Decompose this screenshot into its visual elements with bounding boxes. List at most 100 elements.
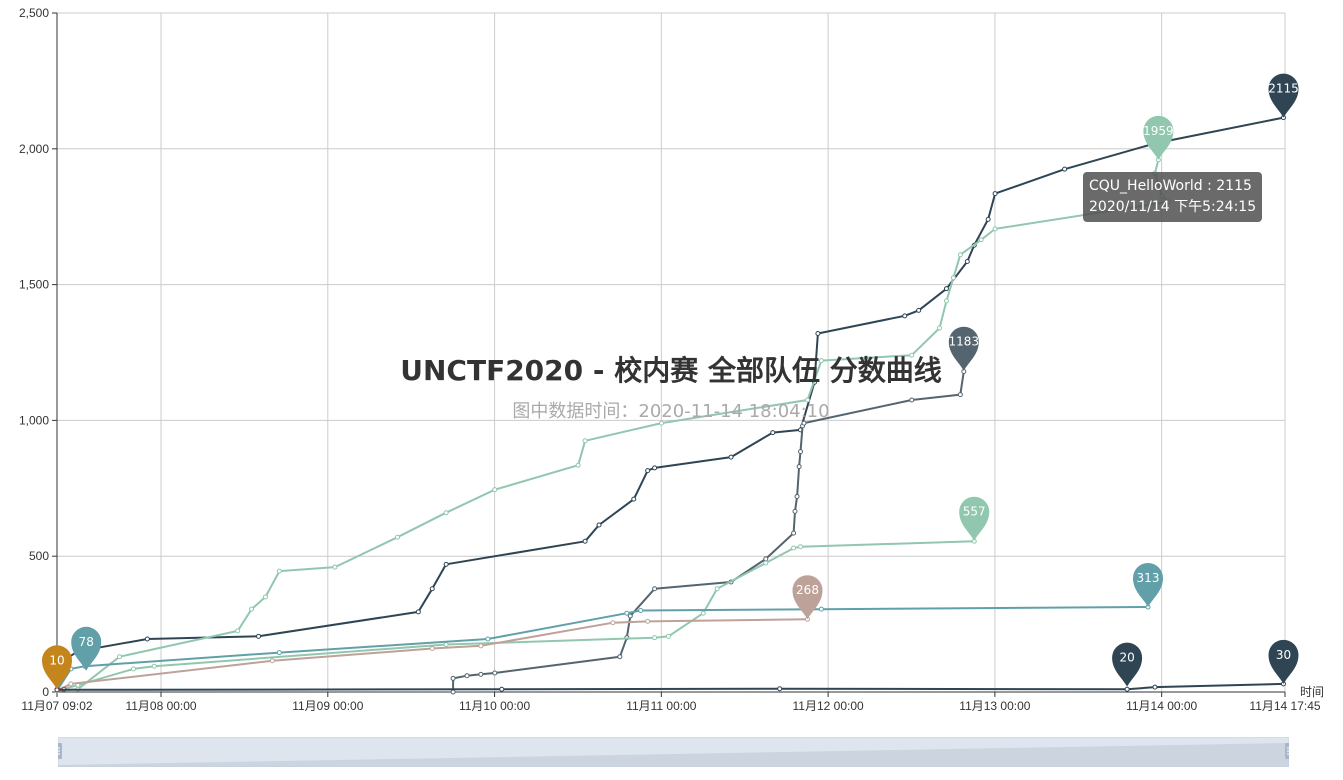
series-point[interactable] xyxy=(262,594,268,600)
series-point[interactable] xyxy=(429,586,435,592)
series-point[interactable] xyxy=(916,307,922,313)
series-point[interactable] xyxy=(332,564,338,570)
series-point[interactable] xyxy=(818,606,824,612)
series-point[interactable] xyxy=(714,586,720,592)
series-point[interactable] xyxy=(627,613,633,619)
series-point[interactable] xyxy=(492,670,498,676)
series-point[interactable] xyxy=(992,191,998,197)
series-point[interactable] xyxy=(777,686,783,692)
series-point[interactable] xyxy=(804,397,810,403)
series-point[interactable] xyxy=(450,675,456,681)
series-point[interactable] xyxy=(144,636,150,642)
series-point[interactable] xyxy=(256,633,262,639)
series-point[interactable] xyxy=(117,654,123,660)
series-point[interactable] xyxy=(415,609,421,615)
series-point[interactable] xyxy=(499,686,505,692)
score-pin[interactable]: 1959 xyxy=(1143,115,1174,160)
series-point[interactable] xyxy=(957,252,963,258)
series-point[interactable] xyxy=(394,534,400,540)
score-pin[interactable]: 1183 xyxy=(949,326,980,371)
series-point[interactable] xyxy=(801,420,807,426)
series-point[interactable] xyxy=(443,510,449,516)
pin-shape xyxy=(1268,73,1299,118)
series-point[interactable] xyxy=(610,620,616,626)
series-point[interactable] xyxy=(943,298,949,304)
series-point[interactable] xyxy=(700,610,706,616)
series-point[interactable] xyxy=(1124,686,1130,692)
score-pin[interactable]: 2115 xyxy=(1268,73,1299,118)
series-point[interactable] xyxy=(792,508,798,514)
series-point[interactable] xyxy=(665,633,671,639)
series-point[interactable] xyxy=(818,358,824,364)
series-point[interactable] xyxy=(492,487,498,493)
series-point[interactable] xyxy=(909,397,915,403)
datazoom-slider[interactable] xyxy=(58,737,1289,767)
series-point[interactable] xyxy=(937,325,943,331)
series-point[interactable] xyxy=(130,666,136,672)
series-point[interactable] xyxy=(978,237,984,243)
score-pin[interactable]: 20 xyxy=(1112,642,1143,687)
series-point[interactable] xyxy=(624,610,630,616)
series-point[interactable] xyxy=(596,522,602,528)
series-point[interactable] xyxy=(791,545,797,551)
series-point[interactable] xyxy=(645,468,651,474)
series-point[interactable] xyxy=(1152,684,1158,690)
pin-label: 1183 xyxy=(949,335,980,349)
score-pin[interactable]: 30 xyxy=(1268,639,1299,684)
series-point[interactable] xyxy=(638,608,644,614)
series-point[interactable] xyxy=(796,464,802,470)
series-point[interactable] xyxy=(249,606,255,612)
series-point[interactable] xyxy=(582,538,588,544)
series-point[interactable] xyxy=(909,352,915,358)
datazoom-right-handle[interactable] xyxy=(1285,743,1289,759)
series-point[interactable] xyxy=(659,420,665,426)
series-point[interactable] xyxy=(617,654,623,660)
series-point[interactable] xyxy=(957,392,963,398)
series-point[interactable] xyxy=(276,568,282,574)
series-point[interactable] xyxy=(450,689,456,695)
series-point[interactable] xyxy=(464,673,470,679)
series-point[interactable] xyxy=(276,650,282,656)
series-point[interactable] xyxy=(631,496,637,502)
series-point[interactable] xyxy=(985,216,991,222)
series-point[interactable] xyxy=(151,663,157,669)
series-point[interactable] xyxy=(902,313,908,319)
score-pin[interactable]: 557 xyxy=(959,496,990,541)
score-pin[interactable]: 268 xyxy=(792,575,823,620)
series-point[interactable] xyxy=(964,259,970,265)
series-point[interactable] xyxy=(943,286,949,292)
series-point[interactable] xyxy=(485,636,491,642)
series-point[interactable] xyxy=(235,628,241,634)
series-point[interactable] xyxy=(950,275,956,281)
datazoom-left-handle[interactable] xyxy=(58,743,62,759)
series-point[interactable] xyxy=(645,618,651,624)
series-point[interactable] xyxy=(443,561,449,567)
series-point[interactable] xyxy=(798,544,804,550)
series-point[interactable] xyxy=(992,226,998,232)
series-point[interactable] xyxy=(652,635,658,641)
series-point[interactable] xyxy=(763,560,769,566)
series-point[interactable] xyxy=(798,449,804,455)
score-pin[interactable]: 313 xyxy=(1133,563,1163,607)
series-point[interactable] xyxy=(478,671,484,677)
series-point[interactable] xyxy=(763,556,769,562)
series-point[interactable] xyxy=(582,438,588,444)
pin-shape xyxy=(1143,115,1174,160)
series-point[interactable] xyxy=(478,643,484,649)
score-pin[interactable]: 10 xyxy=(42,645,72,690)
series-point[interactable] xyxy=(443,641,449,647)
series-point[interactable] xyxy=(652,586,658,592)
series-point[interactable] xyxy=(815,330,821,336)
series-point[interactable] xyxy=(1062,166,1068,172)
series-point[interactable] xyxy=(429,646,435,652)
series-point[interactable] xyxy=(652,465,658,471)
series-point[interactable] xyxy=(794,493,800,499)
series-point[interactable] xyxy=(791,530,797,536)
series-point[interactable] xyxy=(770,430,776,436)
series-point[interactable] xyxy=(728,454,734,460)
series-point[interactable] xyxy=(575,462,581,468)
series-point[interactable] xyxy=(269,658,275,664)
score-pin[interactable]: 78 xyxy=(71,626,102,671)
series-point[interactable] xyxy=(68,681,74,687)
